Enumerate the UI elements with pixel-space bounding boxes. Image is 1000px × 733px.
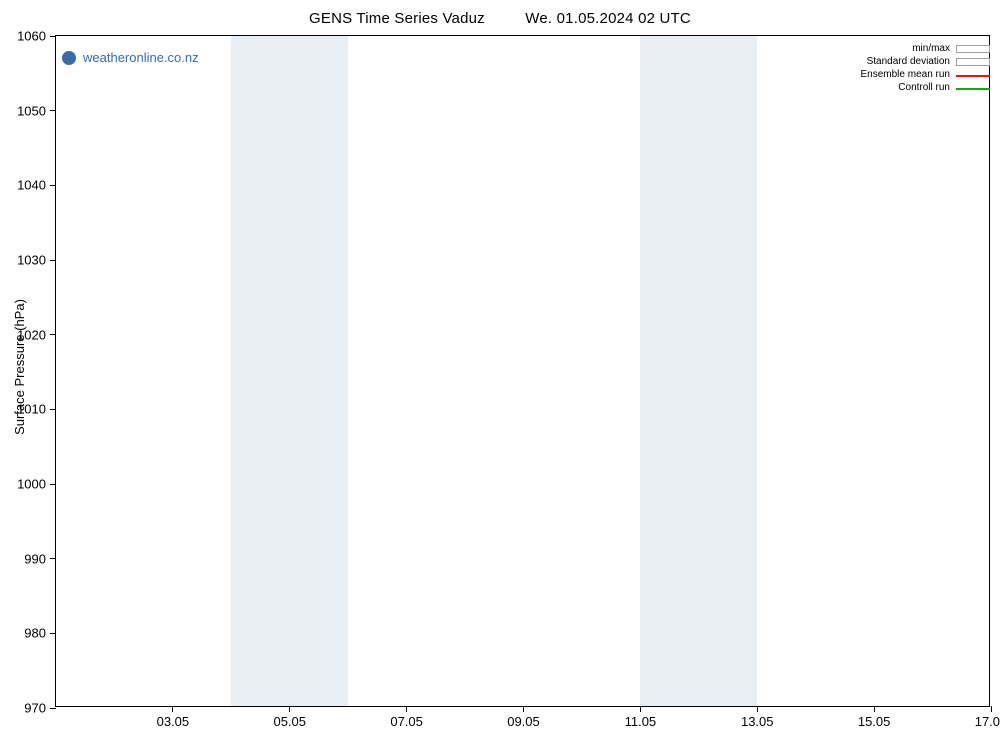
y-tick-label: 980 [24,626,56,641]
legend-label: Standard deviation [867,55,950,68]
watermark: weatheronline.co.nz [62,50,199,65]
x-tick-label: 17.05 [975,706,1000,729]
legend-label: min/max [912,42,950,55]
chart-container: GENS Time Series Vaduz We. 01.05.2024 02… [0,0,1000,733]
y-tick-label: 1040 [17,178,56,193]
legend-item: Standard deviation [861,55,991,68]
x-tick-label: 09.05 [507,706,540,729]
chart-title: GENS Time Series Vaduz We. 01.05.2024 02… [0,10,1000,27]
x-tick-label: 15.05 [858,706,891,729]
title-left: GENS Time Series Vaduz [309,10,485,27]
y-tick-label: 1010 [17,402,56,417]
legend-label: Controll run [898,81,950,94]
legend-swatch [956,88,990,90]
legend-label: Ensemble mean run [861,68,951,81]
watermark-text: weatheronline.co.nz [83,50,199,65]
title-right: We. 01.05.2024 02 UTC [525,10,691,27]
x-tick-label: 05.05 [273,706,306,729]
legend-swatch [956,45,990,53]
y-tick-label: 1020 [17,327,56,342]
legend-item: Ensemble mean run [861,68,991,81]
y-tick-label: 970 [24,701,56,716]
plot-area: 970980990100010101020103010401050106003.… [55,35,990,707]
legend: min/maxStandard deviationEnsemble mean r… [861,42,991,94]
x-tick-label: 03.05 [157,706,190,729]
y-tick-label: 1060 [17,29,56,44]
legend-swatch [956,75,990,77]
y-tick-label: 1050 [17,103,56,118]
legend-item: Controll run [861,81,991,94]
y-tick-label: 1030 [17,253,56,268]
legend-swatch [956,58,990,66]
weekend-band [640,36,757,706]
x-tick-label: 11.05 [625,706,657,729]
x-tick-label: 13.05 [741,706,774,729]
y-tick-label: 1000 [17,477,56,492]
legend-item: min/max [861,42,991,55]
weekend-band [231,36,348,706]
globe-icon [62,51,76,65]
y-tick-label: 990 [24,551,56,566]
x-tick-label: 07.05 [390,706,423,729]
